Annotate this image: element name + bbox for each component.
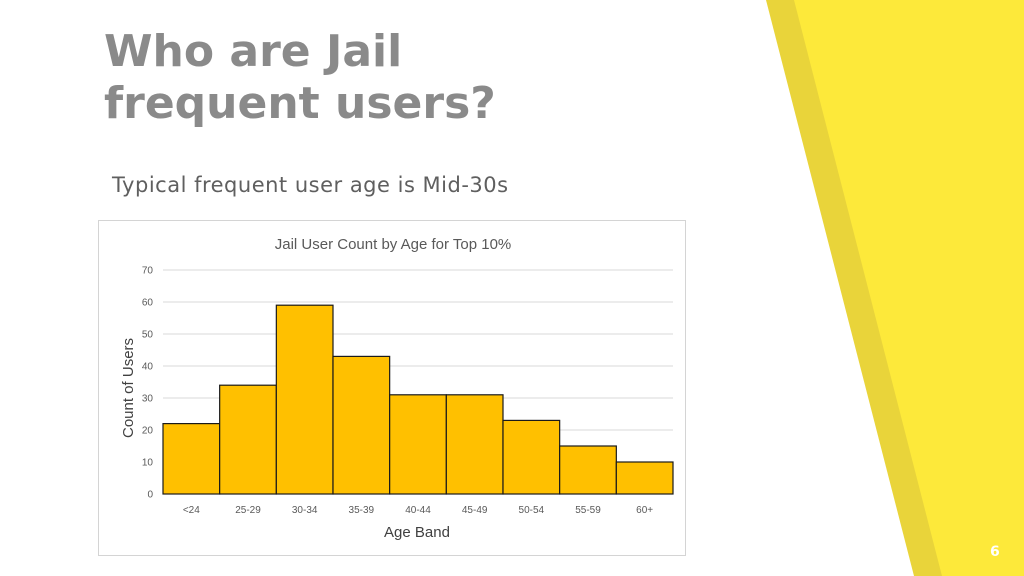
chart-title: Jail User Count by Age for Top 10%: [275, 236, 512, 253]
x-tick-label: 50-54: [519, 505, 545, 516]
bar: [502, 419, 561, 495]
y-tick-label: 0: [147, 490, 153, 501]
bar: [389, 394, 447, 495]
bar: [219, 384, 277, 495]
accent-stripe-light: [794, 0, 1024, 576]
x-tick-label: 55-59: [575, 505, 601, 516]
chart-container: Jail User Count by Age for Top 10% 0 10 20…: [98, 220, 686, 556]
bar: [559, 445, 617, 495]
page-number: 6: [990, 544, 1000, 560]
page-title-line-1: Who are Jail: [104, 26, 403, 77]
bar: [615, 461, 674, 495]
bar: [445, 394, 504, 495]
y-axis-label: Count of Users: [120, 338, 137, 438]
y-tick-label: 20: [142, 426, 154, 437]
x-tick-label: 45-49: [462, 505, 488, 516]
page-title: Who are Jail frequent users?: [104, 26, 496, 130]
bar: [332, 355, 391, 495]
y-axis-ticks: 0 10 20 30 40 50 60 70: [142, 266, 154, 501]
x-axis-ticks: <24 25-29 30-34 35-39 40-44 45-49 50-54 55-59 60…: [183, 505, 653, 516]
subtitle: Typical frequent user age is Mid-30s: [112, 173, 509, 197]
y-tick-label: 10: [142, 458, 154, 469]
x-tick-label: 60+: [636, 505, 653, 516]
y-tick-label: 70: [142, 266, 154, 277]
x-tick-label: <24: [183, 505, 200, 516]
x-tick-label: 40-44: [405, 505, 431, 516]
x-tick-label: 30-34: [292, 505, 318, 516]
y-tick-label: 40: [142, 362, 154, 373]
y-tick-label: 30: [142, 394, 154, 405]
chart-bars: [162, 304, 674, 495]
y-tick-label: 50: [142, 330, 154, 341]
page-title-line-2: frequent users?: [104, 78, 496, 129]
x-tick-label: 25-29: [235, 505, 261, 516]
bar: [275, 304, 334, 495]
x-tick-label: 35-39: [349, 505, 375, 516]
accent-stripe-dark: [766, 0, 946, 576]
bar: [162, 423, 221, 495]
y-tick-label: 60: [142, 298, 154, 309]
x-axis-label: Age Band: [384, 524, 450, 541]
bar-chart: Jail User Count by Age for Top 10% 0 10 20…: [120, 236, 674, 541]
